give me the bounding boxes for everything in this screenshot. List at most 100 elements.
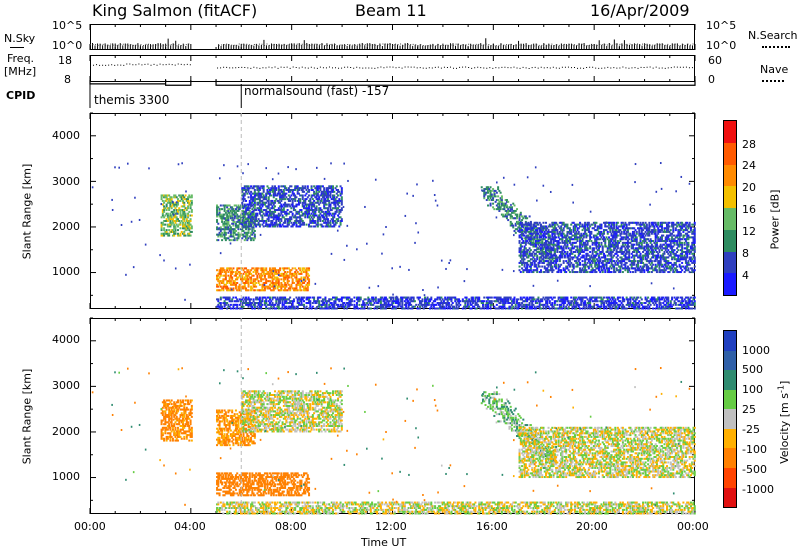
power-echo-cell: [248, 199, 251, 202]
power-echo-cell: [326, 212, 329, 215]
power-echo-cell: [274, 214, 277, 217]
power-echo-cell: [483, 191, 486, 194]
velocity-echo-cell: [308, 406, 311, 409]
power-echo-cell: [223, 278, 226, 281]
velocity-echo-cell: [305, 421, 308, 424]
velocity-echo-cell: [218, 424, 221, 427]
power-echo-cell: [217, 233, 220, 236]
velocity-echo-cell: [233, 413, 236, 416]
velocity-echo-cell: [234, 409, 237, 412]
power-echo-cell: [227, 215, 230, 218]
velocity-echo-cell: [276, 430, 279, 433]
power-echo-cell: [301, 190, 304, 193]
power-echo-cell: [306, 187, 309, 190]
power-echo-cell: [247, 185, 250, 188]
velocity-echo-cell: [252, 419, 255, 422]
power-echo-cell: [282, 192, 285, 195]
velocity-echo-cell: [329, 397, 332, 400]
power-echo-cell: [512, 217, 515, 220]
power-echo-cell: [232, 219, 235, 222]
velocity-echo-cell: [185, 399, 188, 402]
power-echo-cell: [241, 205, 244, 208]
velocity-echo-cell: [239, 442, 242, 445]
velocity-echo-cell: [221, 414, 224, 417]
velocity-echo-cell: [173, 410, 176, 413]
power-echo-cell: [313, 210, 316, 213]
velocity-echo-cell: [294, 404, 297, 407]
power-echo-cell: [180, 196, 183, 199]
velocity-echo-cell: [217, 474, 220, 477]
velocity-echo-cell: [305, 403, 308, 406]
velocity-echo-cell: [315, 403, 318, 406]
velocity-echo-cell: [161, 434, 164, 437]
velocity-echo-cell: [180, 414, 183, 417]
power-echo-cell: [171, 218, 174, 221]
velocity-echo-cell: [285, 415, 288, 418]
power-echo-cell: [227, 267, 230, 270]
power-echo-cell: [304, 289, 307, 292]
power-echo-cell: [281, 210, 284, 213]
power-echo-cell: [253, 237, 256, 240]
power-echo-cell: [325, 192, 328, 195]
power-echo-cell: [287, 274, 290, 277]
power-echo-cell: [252, 192, 255, 195]
power-echo-cell: [292, 205, 295, 208]
velocity-echo-cell: [243, 440, 246, 443]
velocity-echo-cell: [324, 417, 327, 420]
power-echo-cell: [287, 194, 290, 197]
power-echo-cell: [182, 221, 185, 224]
power-echo-cell: [224, 204, 227, 207]
velocity-echo-cell: [291, 472, 294, 475]
velocity-echo-cell: [328, 424, 331, 427]
power-echo-cell: [296, 210, 299, 213]
velocity-echo-cell: [265, 483, 268, 486]
velocity-echo-cell: [292, 401, 295, 404]
velocity-echo-cell: [227, 481, 230, 484]
velocity-echo-cell: [275, 421, 278, 424]
velocity-echo-cell: [253, 409, 256, 412]
velocity-echo-cell: [251, 395, 254, 398]
power-echo-cell: [323, 194, 326, 197]
velocity-echo-cell: [173, 403, 176, 406]
power-echo-cell: [290, 225, 293, 228]
power-echo-cell: [223, 269, 226, 272]
power-echo-cell: [258, 212, 261, 215]
velocity-echo-cell: [226, 472, 229, 475]
velocity-echo-cell: [339, 430, 342, 433]
power-echo-cell: [188, 227, 191, 230]
power-echo-cell: [183, 234, 186, 237]
power-echo-cell: [490, 195, 493, 198]
power-echo-cell: [271, 285, 274, 288]
power-echo-cell: [251, 226, 254, 229]
velocity-echo-cell: [286, 417, 289, 420]
power-echo-cell: [256, 185, 259, 188]
power-echo-cell: [242, 196, 245, 199]
velocity-echo-cell: [228, 427, 231, 430]
velocity-echo-cell: [242, 416, 245, 419]
power-echo-cell: [263, 214, 266, 217]
velocity-echo-cell: [174, 428, 177, 431]
velocity-echo-cell: [160, 437, 163, 440]
velocity-echo-cell: [340, 428, 343, 431]
power-echo-cell: [216, 219, 219, 222]
power-echo-cell: [262, 196, 265, 199]
velocity-echo-cell: [250, 401, 253, 404]
velocity-ytick-1000: 1000: [52, 470, 80, 483]
velocity-echo-cell: [262, 494, 265, 497]
power-echo-cell: [275, 223, 278, 226]
velocity-echo-cell: [237, 416, 240, 419]
power-echo-cell: [185, 225, 188, 228]
power-echo-cell: [233, 274, 236, 277]
power-echo-cell: [187, 214, 190, 217]
power-colorbar-band: [724, 208, 736, 230]
velocity-echo-cell: [323, 395, 326, 398]
power-echo-cell: [247, 283, 250, 286]
velocity-echo-cell: [325, 412, 328, 415]
power-echo-cell: [305, 212, 308, 215]
power-echo-cell: [258, 209, 261, 212]
power-ytick-3000: 3000: [52, 175, 80, 188]
velocity-echo-cell: [219, 474, 222, 477]
velocity-echo-cell: [282, 474, 285, 477]
power-echo-cell: [175, 223, 178, 226]
power-echo-cell: [265, 285, 268, 288]
